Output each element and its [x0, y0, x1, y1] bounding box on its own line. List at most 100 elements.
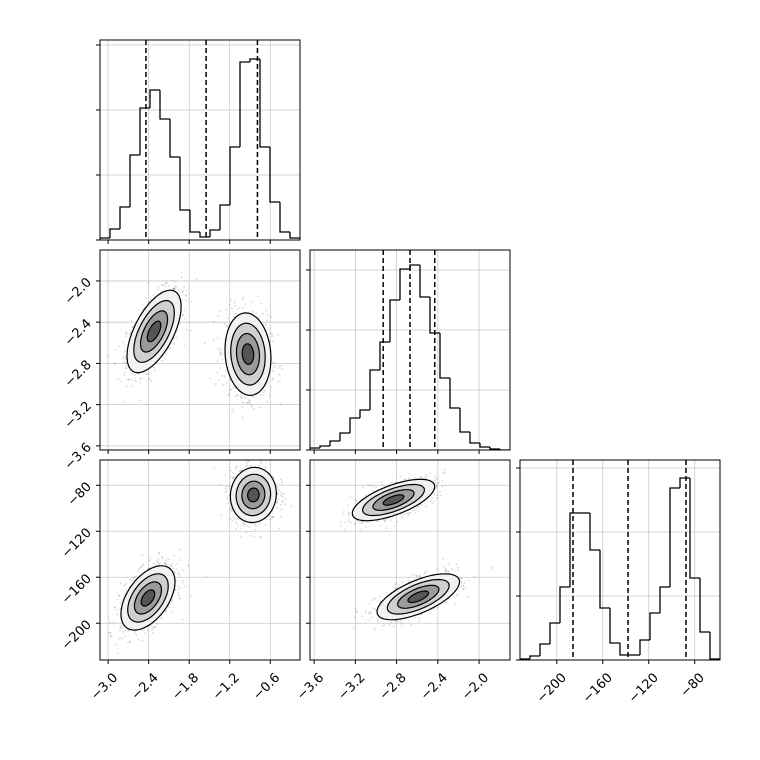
x-tick-label: −2.8 [377, 670, 410, 703]
sample-point [157, 286, 160, 289]
sample-point [264, 322, 267, 325]
hist-step [269, 147, 280, 203]
sample-point [279, 478, 282, 481]
sample-point [163, 562, 166, 564]
sample-point [279, 515, 282, 518]
panel [520, 460, 720, 660]
contour [120, 565, 176, 631]
sample-point [231, 519, 234, 522]
sample-point [123, 371, 126, 374]
contour [407, 590, 430, 604]
sample-point [156, 560, 159, 563]
contour [351, 478, 436, 522]
sample-point [123, 592, 126, 595]
sample-point [139, 399, 142, 402]
sample-point [431, 496, 434, 499]
sample-point [398, 584, 401, 587]
sample-point [464, 585, 467, 588]
sample-point [399, 475, 402, 478]
sample-point [244, 303, 247, 306]
sample-point [114, 643, 117, 646]
sample-point [177, 573, 180, 576]
sample-point [158, 551, 160, 554]
sample-point [355, 500, 358, 503]
sample-point [366, 483, 369, 486]
contour [235, 473, 272, 517]
sample-point [219, 351, 222, 354]
sample-point [432, 500, 435, 502]
sample-point [232, 476, 235, 479]
sample-point [178, 594, 180, 597]
y-tick-label: −160 [59, 571, 95, 607]
sample-point [278, 373, 281, 376]
sample-point [164, 284, 167, 287]
hist-step [559, 586, 570, 623]
sample-point [368, 611, 371, 614]
sample-point [177, 588, 180, 590]
sample-point [233, 301, 236, 304]
sample-point [243, 523, 246, 525]
sample-point [129, 331, 132, 334]
sample-point [114, 362, 116, 365]
sample-point [262, 391, 265, 394]
sample-point [234, 395, 237, 398]
sample-point [221, 374, 224, 377]
sample-point [248, 526, 251, 528]
x-tick-label: −1.2 [210, 670, 243, 703]
sample-point [443, 471, 446, 474]
sample-point [178, 559, 181, 561]
sample-point [384, 520, 386, 522]
sample-point [177, 585, 180, 587]
sample-point [185, 289, 188, 292]
sample-point [365, 609, 368, 611]
sample-point [253, 395, 255, 398]
sample-point [123, 350, 126, 353]
sample-point [212, 320, 215, 323]
sample-point [259, 535, 262, 538]
hist-step [239, 61, 250, 147]
sample-point [283, 503, 286, 506]
sample-point [459, 580, 462, 583]
sample-point [179, 587, 182, 589]
sample-point [355, 610, 358, 613]
sample-point [396, 586, 399, 589]
sample-point [442, 558, 444, 560]
sample-point [443, 468, 446, 471]
sample-point [349, 496, 351, 499]
sample-point [110, 634, 112, 637]
sample-point [183, 309, 186, 312]
sample-point [271, 369, 274, 372]
sample-point [127, 629, 130, 632]
sample-point [270, 515, 273, 518]
sample-point [125, 367, 128, 370]
sample-point [164, 610, 167, 613]
sample-point [168, 285, 171, 287]
sample-point [263, 389, 266, 392]
sample-point [229, 476, 232, 478]
sample-point [340, 524, 342, 527]
sample-point [461, 584, 464, 587]
sample-point [140, 377, 142, 380]
hist-step [339, 432, 350, 441]
sample-point [442, 566, 445, 569]
sample-point [231, 408, 234, 411]
contour [396, 584, 440, 609]
sample-point [252, 407, 255, 410]
sample-point [109, 632, 112, 634]
sample-point [216, 360, 219, 362]
sample-point [183, 585, 186, 588]
sample-point [242, 296, 245, 299]
sample-point [264, 523, 267, 526]
sample-point [361, 522, 364, 525]
hist-step [369, 369, 380, 410]
x-tick-label: −120 [626, 670, 662, 706]
sample-point [146, 372, 149, 375]
sample-point [119, 626, 122, 629]
sample-point [235, 466, 238, 469]
sample-point [245, 531, 248, 534]
sample-point [284, 497, 287, 500]
contour [140, 589, 156, 607]
panel [106, 272, 283, 419]
hist-step [449, 378, 460, 409]
sample-point [254, 523, 257, 526]
